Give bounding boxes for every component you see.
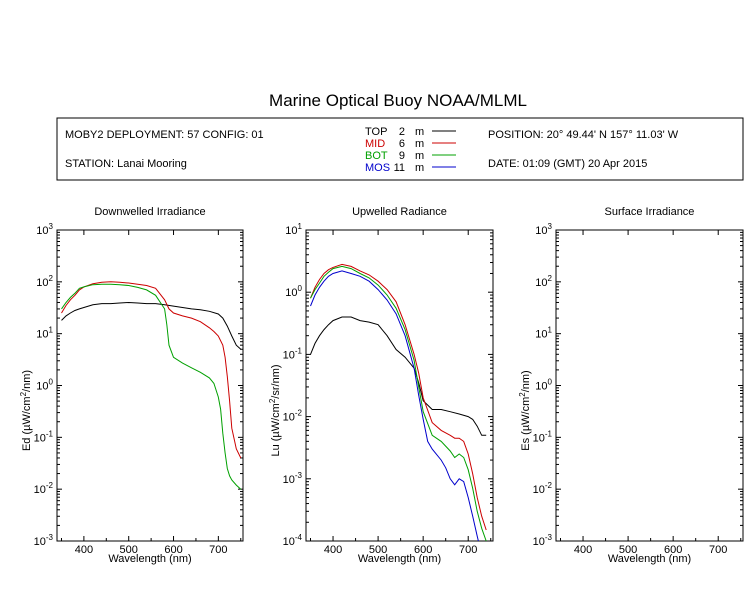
panel-title: Downwelled Irradiance — [94, 206, 205, 218]
y-tick-label: 102 — [535, 274, 552, 289]
legend-unit: m — [415, 150, 424, 162]
legend-entry-mid: MID 6 m — [365, 138, 456, 150]
y-tick-label: 101 — [535, 326, 552, 341]
legend-name: BOT — [365, 150, 388, 162]
legend-entry-mos: MOS 11 m — [365, 162, 456, 174]
panel-3: Surface Irradiance 400 500 600 700 10-3 10-2 10… — [518, 206, 744, 565]
y-tick-label: 10-3 — [283, 471, 303, 486]
deployment-text: MOBY2 DEPLOYMENT: 57 CONFIG: 01 — [65, 129, 264, 141]
series-line-top — [310, 316, 487, 436]
y-tick-label: 10-2 — [34, 481, 54, 496]
legend-name: TOP — [365, 126, 387, 138]
y-axis-label: Es (µW/cm2/nm) — [518, 370, 532, 450]
legend-depth: 6 — [399, 138, 405, 150]
legend-depth: 11 — [394, 162, 405, 174]
info-box — [56, 117, 744, 181]
main-title: Marine Optical Buoy NOAA/MLML — [269, 91, 527, 110]
series-line-top — [61, 301, 242, 350]
position-text: POSITION: 20° 49.44' N 157° 11.03' W — [488, 129, 679, 141]
y-tick-label: 10-3 — [533, 533, 553, 548]
y-tick-label: 10-4 — [283, 533, 303, 548]
legend-unit: m — [415, 162, 424, 174]
series-line-bot — [61, 283, 242, 490]
station-text: STATION: Lanai Mooring — [65, 158, 187, 170]
y-tick-label: 10-2 — [283, 409, 303, 424]
y-tick-label: 100 — [285, 284, 302, 299]
series-line-mid — [310, 263, 487, 531]
x-tick-label: 600 — [664, 544, 682, 556]
panel-1: Downwelled Irradiance 400 500 600 700 10-3 10-… — [19, 206, 244, 565]
y-tick-label: 103 — [535, 222, 552, 237]
y-tick-label: 102 — [36, 274, 53, 289]
x-tick-label: 500 — [619, 544, 637, 556]
legend-depth: 2 — [399, 126, 405, 138]
x-tick-label: 700 — [209, 544, 227, 556]
x-tick-label: 600 — [414, 544, 432, 556]
x-axis-label: Wavelength (nm) — [358, 553, 441, 565]
x-tick-label: 400 — [574, 544, 592, 556]
x-tick-label: 600 — [164, 544, 182, 556]
x-tick-label: 500 — [369, 544, 387, 556]
y-axis-label: Ed (µW/cm2/nm) — [19, 370, 33, 451]
x-tick-label: 500 — [120, 544, 138, 556]
x-tick-label: 700 — [709, 544, 727, 556]
series-line-mid — [61, 281, 242, 459]
y-tick-label: 100 — [36, 378, 53, 393]
panel-2: Upwelled Radiance 400 500 600 700 10-4 10-3 10-… — [268, 206, 494, 565]
y-tick-label: 10-1 — [34, 429, 54, 444]
y-tick-label: 101 — [36, 326, 53, 341]
legend-name: MOS — [365, 162, 390, 174]
x-tick-label: 400 — [324, 544, 342, 556]
x-tick-label: 700 — [459, 544, 477, 556]
legend-entry-bot: BOT 9 m — [365, 150, 456, 162]
legend-entry-top: TOP 2 m — [365, 126, 456, 138]
chart-panels: Downwelled Irradiance 400 500 600 700 10-3 10-… — [19, 206, 744, 565]
y-tick-label: 103 — [36, 222, 53, 237]
y-tick-label: 10-3 — [34, 533, 54, 548]
y-tick-label: 101 — [285, 222, 302, 237]
panel-title: Surface Irradiance — [605, 206, 695, 218]
legend-name: MID — [365, 138, 385, 150]
y-tick-label: 10-1 — [283, 346, 303, 361]
legend-unit: m — [415, 138, 424, 150]
x-tick-label: 400 — [75, 544, 93, 556]
x-axis-label: Wavelength (nm) — [608, 553, 691, 565]
plot-frame — [555, 229, 744, 542]
y-tick-label: 100 — [535, 378, 552, 393]
series-line-bot — [310, 265, 487, 541]
legend-unit: m — [415, 126, 424, 138]
date-text: DATE: 01:09 (GMT) 20 Apr 2015 — [488, 158, 647, 170]
y-axis-label: Lu (µW/cm2/sr/nm) — [268, 364, 282, 456]
x-axis-label: Wavelength (nm) — [108, 553, 191, 565]
panel-title: Upwelled Radiance — [352, 206, 447, 218]
series-line-mos — [310, 270, 479, 541]
legend-depth: 9 — [399, 150, 405, 162]
y-tick-label: 10-2 — [533, 481, 553, 496]
plot-frame — [305, 229, 494, 542]
y-tick-label: 10-1 — [533, 429, 553, 444]
